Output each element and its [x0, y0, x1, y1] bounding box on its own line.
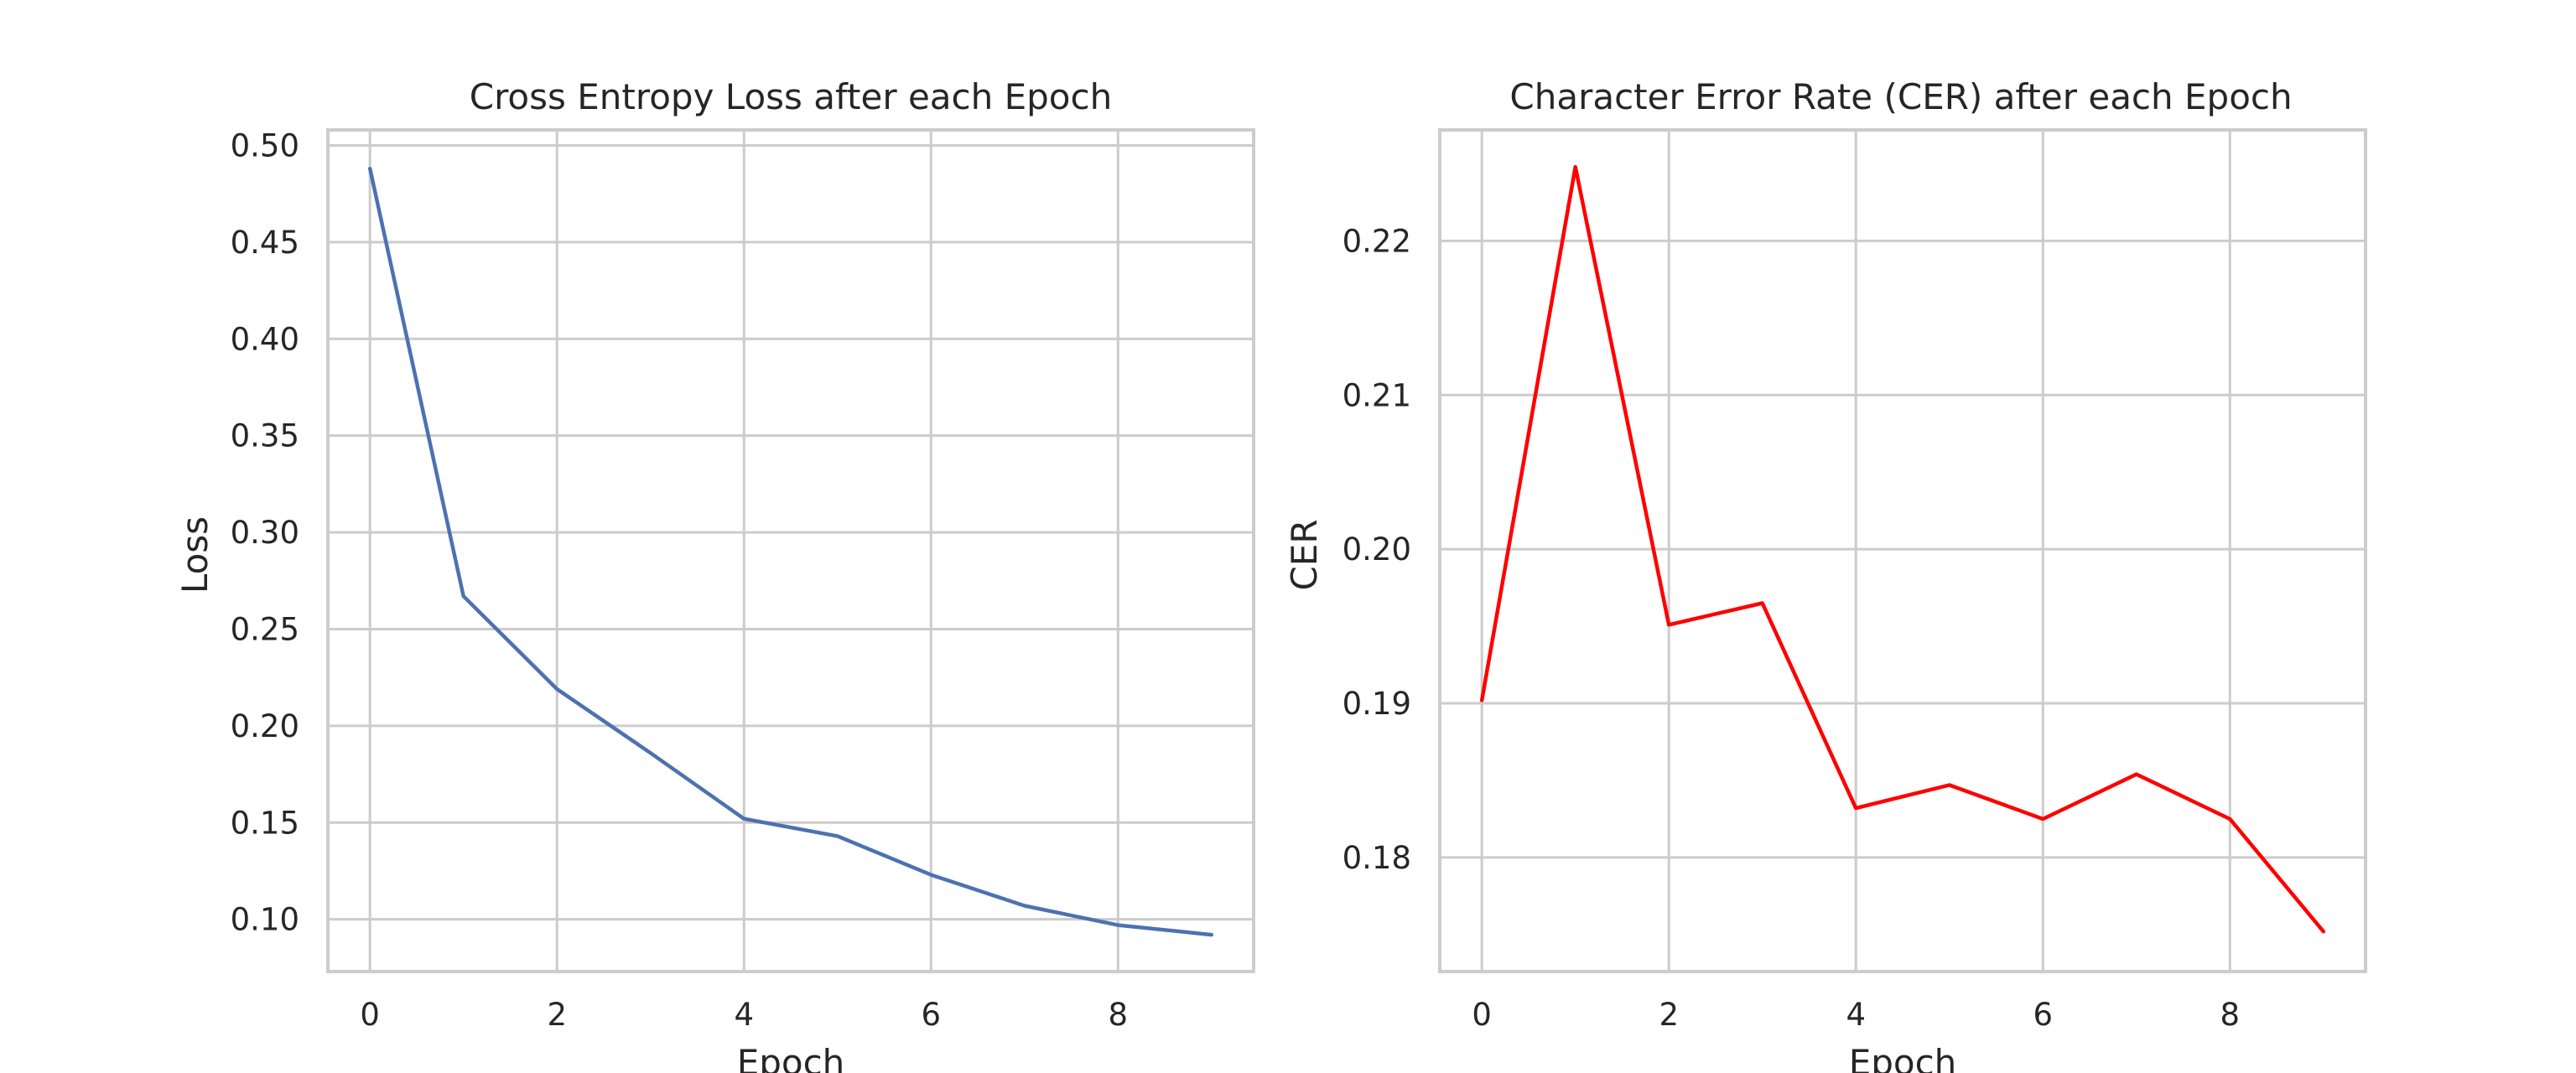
- cer-xtick-label: 8: [2220, 997, 2241, 1033]
- loss-ytick-label: 0.10: [231, 902, 299, 938]
- loss-ytick-label: 0.30: [231, 515, 299, 551]
- cer-ytick-label: 0.19: [1343, 686, 1411, 722]
- loss-xtick-label: 4: [734, 997, 754, 1033]
- cer-ytick-label: 0.18: [1343, 840, 1411, 876]
- loss-ytick-label: 0.20: [231, 708, 299, 744]
- cer-chart-ticks: 0 2 4 6 8 0.18 0.19 0.20 0.21 0.22: [1343, 223, 2240, 1033]
- cer-xtick-label: 4: [1846, 997, 1866, 1033]
- cer-series-line: [1479, 164, 2326, 934]
- loss-chart-ticks: 0 2 4 6 8 0.10 0.15 0.20 0.25 0.30 0.35 0.40 0.45 0.5…: [231, 127, 1128, 1033]
- cer-xtick-label: 6: [2033, 997, 2053, 1033]
- cer-xtick-label: 0: [1472, 997, 1492, 1033]
- cer-ytick-label: 0.20: [1343, 531, 1411, 568]
- loss-xtick-label: 6: [921, 997, 941, 1033]
- cer-ytick-label: 0.22: [1343, 223, 1411, 259]
- loss-series-line: [367, 166, 1214, 937]
- loss-xtick-label: 2: [547, 997, 567, 1033]
- cer-chart-series: [1479, 164, 2326, 934]
- loss-ytick-label: 0.45: [231, 225, 299, 261]
- loss-xtick-label: 8: [1109, 997, 1129, 1033]
- loss-chart-xlabel: Epoch: [737, 1042, 845, 1073]
- loss-xtick-label: 0: [360, 997, 380, 1033]
- cer-chart-xlabel: Epoch: [1849, 1042, 1957, 1073]
- loss-ytick-label: 0.50: [231, 127, 299, 163]
- cer-chart-frame: [1438, 128, 2367, 973]
- cer-xtick-label: 2: [1659, 997, 1679, 1033]
- loss-chart-series: [367, 166, 1214, 937]
- cer-chart-ylabel: CER: [1284, 519, 1325, 590]
- cer-ytick-label: 0.21: [1343, 377, 1411, 413]
- cer-chart: Character Error Rate (CER) after each Ep…: [1284, 76, 2367, 1073]
- loss-chart: Cross Entropy Loss after each Epoch 0 2 4 6…: [174, 76, 1255, 1073]
- loss-ytick-label: 0.25: [231, 611, 299, 647]
- loss-ytick-label: 0.15: [231, 805, 299, 841]
- cer-chart-grid: [1440, 130, 2366, 972]
- loss-ytick-label: 0.35: [231, 418, 299, 454]
- loss-chart-ylabel: Loss: [174, 516, 216, 594]
- loss-chart-frame: [326, 128, 1255, 973]
- loss-chart-grid: [328, 130, 1254, 972]
- cer-chart-title: Character Error Rate (CER) after each Ep…: [1509, 76, 2292, 117]
- loss-chart-title: Cross Entropy Loss after each Epoch: [470, 76, 1112, 117]
- loss-ytick-label: 0.40: [231, 321, 299, 357]
